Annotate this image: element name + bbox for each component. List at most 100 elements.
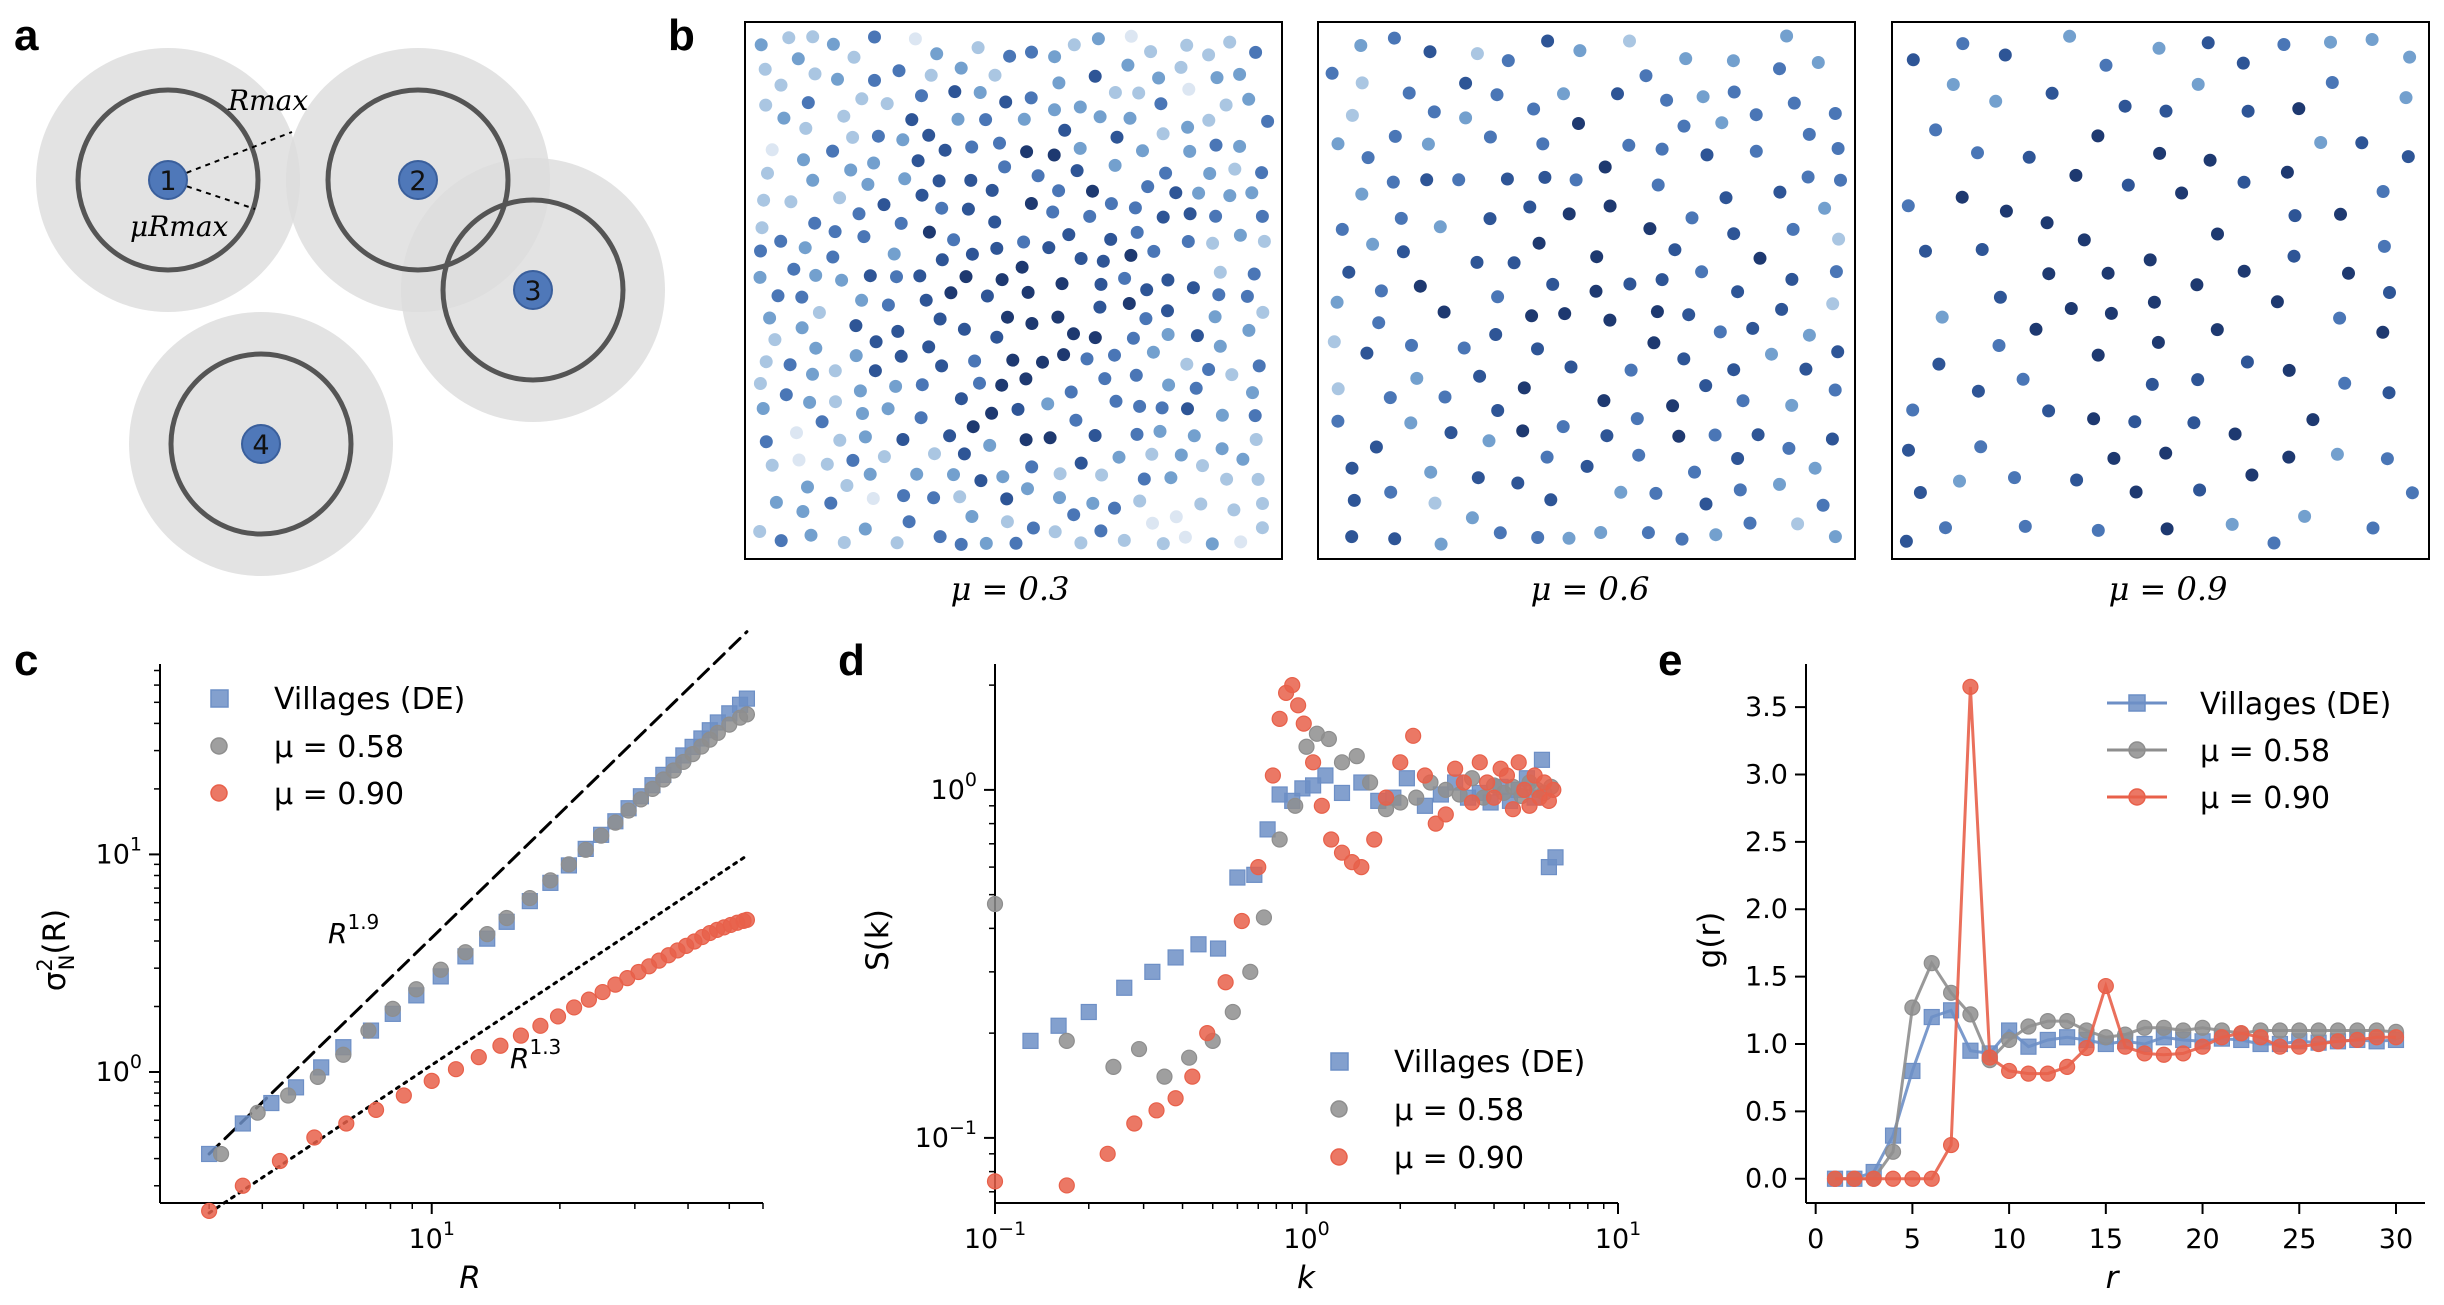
data-point bbox=[1392, 754, 1409, 771]
snapshot-point bbox=[1003, 49, 1017, 63]
snapshot-point bbox=[1242, 92, 1256, 106]
snapshot-point bbox=[1152, 71, 1166, 85]
snapshot-point bbox=[1650, 305, 1664, 319]
snapshot-point bbox=[1525, 309, 1539, 323]
snapshot-point bbox=[1233, 228, 1247, 242]
snapshot-point bbox=[1999, 204, 2013, 218]
snapshot-point bbox=[2118, 99, 2132, 113]
snapshot-point bbox=[1094, 524, 1108, 538]
data-point bbox=[1504, 801, 1522, 818]
snapshot-point bbox=[2091, 348, 2105, 362]
snapshot-point bbox=[754, 38, 768, 52]
snapshot-point bbox=[1327, 335, 1341, 349]
murmax-label: μRmax bbox=[130, 210, 229, 243]
snapshot-point bbox=[1459, 76, 1473, 90]
snapshot-point bbox=[1219, 98, 1233, 112]
snapshot-point bbox=[1603, 313, 1617, 327]
chart-c-legend: Villages (DE) μ = 0.58 μ = 0.90 bbox=[210, 682, 465, 812]
snapshot-point bbox=[1161, 304, 1174, 318]
snapshot-point bbox=[1183, 207, 1197, 221]
data-point bbox=[1405, 727, 1422, 744]
legend-marker-mu-0.58 bbox=[210, 737, 228, 755]
snapshot-point bbox=[1677, 352, 1691, 366]
data-point bbox=[1130, 1040, 1148, 1058]
snapshot-point bbox=[1611, 87, 1624, 101]
snapshot-point bbox=[1202, 48, 1216, 62]
snapshot-point bbox=[1086, 496, 1100, 510]
data-point bbox=[212, 1145, 230, 1163]
data-point bbox=[1224, 1003, 1241, 1021]
snapshot-point bbox=[1816, 498, 1830, 512]
data-point bbox=[1547, 849, 1564, 866]
data-point bbox=[1923, 1170, 1940, 1187]
snapshot-point bbox=[1715, 116, 1729, 130]
snapshot-point bbox=[913, 269, 927, 283]
snapshot-point bbox=[1042, 241, 1056, 255]
snapshot-point bbox=[890, 536, 904, 550]
snapshot-point bbox=[1527, 102, 1541, 116]
panel-b-snapshots: μ = 0.3 μ = 0.6 μ = 0.9 bbox=[744, 21, 2430, 608]
data-point bbox=[1479, 774, 1496, 791]
x-tick-label: 10−1 bbox=[964, 1218, 1026, 1255]
snapshot-point bbox=[1374, 284, 1388, 298]
snapshot-point bbox=[2237, 264, 2251, 278]
snapshot-point bbox=[1765, 347, 1778, 361]
snapshot-point bbox=[1252, 359, 1266, 373]
snapshot-point bbox=[792, 453, 806, 467]
snapshot-point bbox=[866, 492, 880, 505]
data-point bbox=[2387, 1029, 2405, 1046]
data-point bbox=[2001, 1062, 2018, 1080]
snapshot-point bbox=[837, 536, 851, 549]
data-point bbox=[2252, 1029, 2269, 1046]
panel-letter-c: c bbox=[14, 636, 38, 685]
snapshot-point bbox=[1169, 186, 1183, 200]
snapshot-point bbox=[1556, 420, 1570, 434]
snapshot-point bbox=[1164, 471, 1178, 485]
data-point bbox=[1209, 940, 1227, 957]
data-point bbox=[457, 944, 474, 961]
snapshot-point bbox=[948, 85, 962, 99]
chart-c-ylabel: σ2N(R) bbox=[33, 909, 79, 991]
snapshot-point bbox=[1624, 363, 1638, 377]
data-point bbox=[2136, 1045, 2153, 1062]
snapshot-point bbox=[1181, 120, 1195, 134]
snapshot-point bbox=[1594, 526, 1608, 539]
data-point bbox=[2097, 977, 2114, 995]
snapshot-point bbox=[774, 534, 788, 548]
snapshot-point bbox=[1122, 297, 1136, 310]
snapshot-point bbox=[1470, 255, 1484, 269]
snapshot-point bbox=[1383, 391, 1397, 405]
snapshot-point bbox=[1573, 44, 1587, 58]
snapshot-point bbox=[855, 92, 869, 106]
snapshot-point bbox=[1225, 368, 1239, 382]
data-point bbox=[234, 1115, 251, 1132]
snapshot-point bbox=[1064, 385, 1078, 399]
snapshot-point bbox=[965, 140, 979, 154]
snapshot-point bbox=[1220, 472, 1234, 486]
snapshot-point bbox=[2376, 185, 2390, 198]
chart-e-xlabel: r bbox=[2106, 1260, 2121, 1296]
chart-c-ylabel-arg: (R) bbox=[37, 909, 73, 955]
data-point bbox=[2271, 1038, 2289, 1055]
data-point bbox=[1904, 999, 1921, 1016]
snapshot-point bbox=[2210, 323, 2224, 337]
snapshot-point bbox=[2240, 355, 2254, 369]
snapshot-point bbox=[787, 262, 801, 276]
snapshot-point bbox=[1074, 536, 1088, 550]
snapshot-point bbox=[1544, 493, 1558, 507]
snapshot-point bbox=[1073, 141, 1087, 155]
snapshot-point bbox=[2280, 165, 2294, 179]
data-point bbox=[1058, 1032, 1075, 1049]
snapshot-point bbox=[1355, 187, 1369, 201]
fit-label-r-1.9: R1.9 bbox=[328, 910, 379, 950]
snapshot-point bbox=[2277, 38, 2291, 51]
snapshot-point bbox=[947, 468, 960, 482]
data-point bbox=[1323, 831, 1340, 848]
legend-label-mu-0.90: μ = 0.90 bbox=[274, 777, 404, 812]
data-point bbox=[1846, 1170, 1863, 1187]
rmax-label: Rmax bbox=[227, 84, 308, 117]
snapshot-point bbox=[1955, 190, 1969, 204]
snapshot-point bbox=[1083, 209, 1097, 223]
snapshot-point bbox=[1187, 429, 1201, 443]
snapshot-point bbox=[1906, 53, 1920, 67]
